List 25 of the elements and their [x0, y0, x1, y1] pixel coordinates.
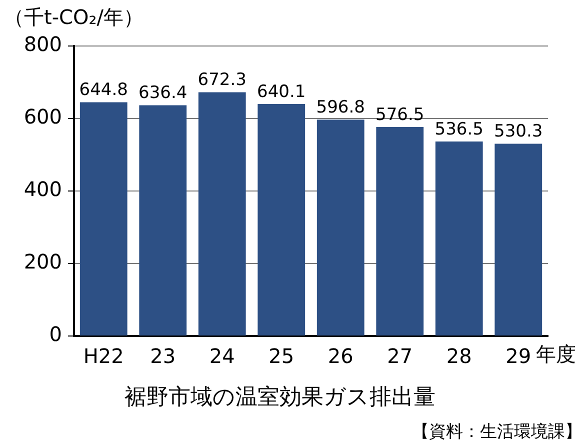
x-axis-title: 年度 — [536, 342, 576, 366]
x-tick-label: 26 — [328, 344, 354, 368]
x-tick-label: 23 — [150, 344, 176, 368]
data-label: 530.3 — [494, 122, 543, 142]
x-tick-label: 24 — [209, 344, 235, 368]
y-tick-label: 400 — [24, 177, 62, 202]
data-label: 644.8 — [79, 80, 128, 100]
text: 裾野市域の温室効果ガス排出量 — [124, 384, 436, 412]
y-tick-label: 0 — [49, 322, 62, 346]
y-tick-label: 200 — [24, 250, 62, 274]
data-label: 640.1 — [257, 82, 306, 102]
x-tick-label: 25 — [268, 344, 294, 368]
data-label: 672.3 — [198, 70, 246, 90]
y-axis-title: （千t-CO₂/年） — [4, 4, 144, 31]
data-label: 596.8 — [316, 98, 365, 118]
data-label: 536.5 — [434, 119, 484, 140]
y-tick-label: 800 — [24, 32, 62, 56]
x-tick-label: 29 — [506, 344, 532, 368]
x-tick-label: H22 — [83, 344, 124, 368]
x-tick-label: 28 — [446, 344, 472, 368]
data-label: 576.5 — [376, 104, 424, 125]
x-tick-label: 27 — [387, 344, 413, 368]
data-label: 636.4 — [138, 83, 188, 104]
text: 【資料：生活環境課】 — [412, 421, 582, 443]
y-tick-label: 600 — [24, 104, 62, 129]
